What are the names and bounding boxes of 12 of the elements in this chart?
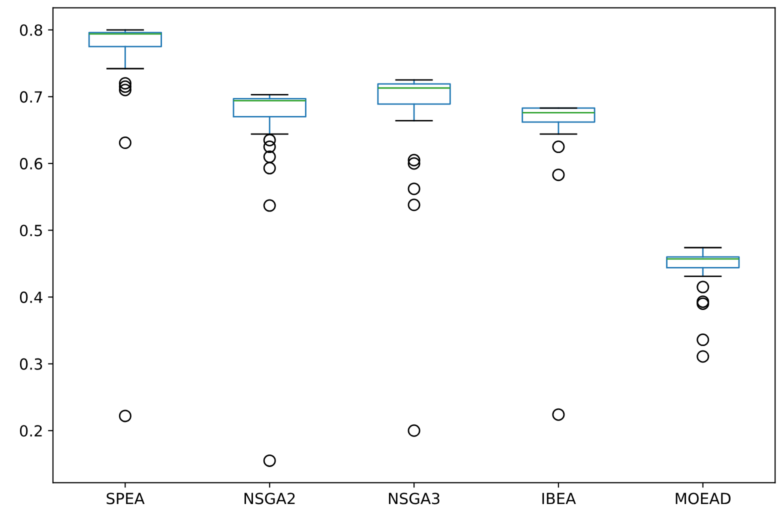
x-tick-label: NSGA2	[244, 492, 295, 504]
y-tick-label: 0.5	[20, 224, 42, 236]
y-tick-label: 0.8	[20, 24, 42, 36]
y-tick-label: 0.6	[20, 158, 42, 170]
x-tick-label: SPEA	[106, 492, 145, 504]
y-tick-label: 0.2	[20, 425, 42, 437]
y-tick-label: 0.3	[20, 358, 42, 370]
x-tick-label: NSGA3	[388, 492, 440, 504]
x-tick-label: IBEA	[542, 492, 576, 504]
y-tick-label: 0.7	[20, 91, 42, 103]
x-tick-label: MOEAD	[676, 492, 731, 504]
y-tick-label: 0.4	[20, 292, 42, 304]
